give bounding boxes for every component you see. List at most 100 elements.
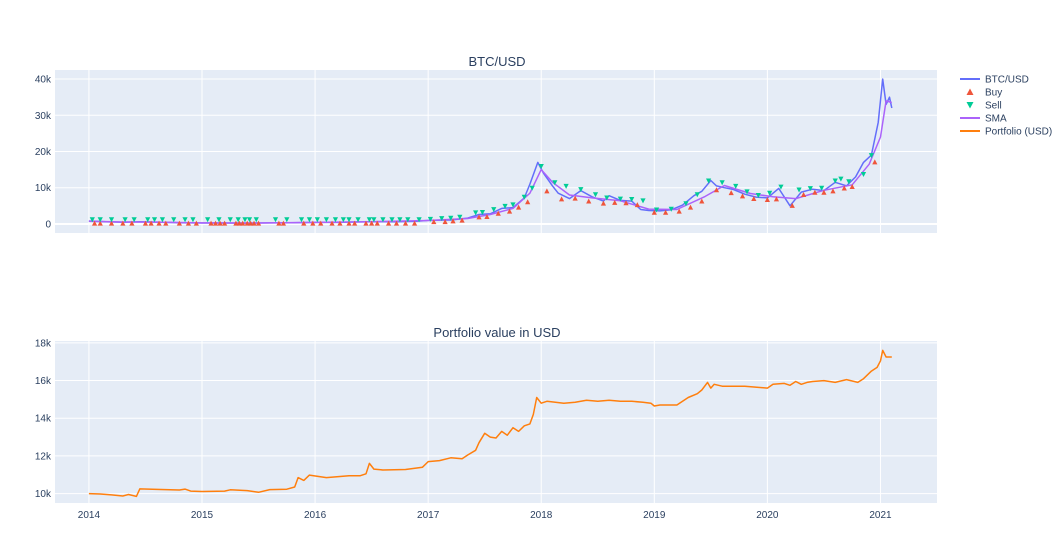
sell-marker: [216, 217, 222, 223]
price-markers: [89, 153, 878, 226]
buy-marker: [212, 220, 219, 226]
sell-marker: [355, 217, 361, 223]
sell-marker: [838, 176, 844, 182]
legend[interactable]: BTC/USD Buy Sell SMA Portfolio (USD): [960, 75, 1052, 138]
buy-marker: [120, 220, 126, 226]
buy-marker: [728, 190, 734, 196]
sell-marker: [668, 206, 674, 212]
sell-marker: [479, 209, 486, 215]
buy-marker: [363, 220, 369, 226]
buy-marker: [208, 220, 214, 226]
sell-marker: [380, 217, 386, 223]
buy-marker: [830, 188, 836, 194]
sell-marker: [122, 217, 128, 223]
sell-marker: [389, 217, 395, 223]
sell-marker: [538, 163, 544, 169]
buy-marker: [129, 220, 135, 226]
buy-marker: [374, 220, 380, 226]
sell-marker: [371, 217, 377, 223]
buy-marker: [217, 220, 223, 226]
sell-marker: [182, 217, 188, 223]
sell-marker: [846, 179, 852, 185]
buy-marker: [431, 219, 437, 225]
buy-marker: [233, 220, 239, 226]
buy-marker: [713, 187, 720, 193]
sell-marker: [159, 217, 166, 223]
buy-marker: [310, 220, 316, 226]
sell-marker: [439, 216, 445, 222]
sell-marker: [89, 217, 95, 223]
buy-marker: [600, 200, 607, 206]
buy-marker: [812, 189, 818, 195]
legend-item-sell[interactable]: Sell: [966, 101, 1002, 112]
buy-marker: [156, 220, 162, 226]
portfolio-x-tick-label: 2014: [78, 510, 101, 521]
portfolio-x-tick-label: 2021: [869, 510, 892, 521]
price-y-tick-label: 0: [45, 219, 51, 230]
price-subplot: 0 10k 20k 30k 40k BTC/USD: [35, 54, 937, 233]
price-y-tick-label: 40k: [35, 75, 52, 86]
portfolio-y-tick-label: 12k: [35, 451, 52, 462]
sell-marker: [502, 203, 508, 209]
buy-marker: [402, 220, 409, 226]
sell-marker: [552, 180, 558, 186]
price-grid: [55, 70, 937, 233]
sell-marker: [272, 217, 279, 223]
sell-marker: [457, 214, 463, 220]
buy-marker: [699, 198, 705, 204]
legend-label-btc-usd: BTC/USD: [985, 75, 1029, 86]
sell-marker: [778, 184, 784, 190]
legend-swatch-buy: [966, 88, 974, 95]
legend-item-sma[interactable]: SMA: [960, 114, 1007, 125]
buy-marker: [193, 220, 199, 226]
portfolio-y-tick-label: 10k: [35, 489, 52, 500]
sell-marker: [235, 217, 241, 223]
buy-marker: [586, 198, 592, 204]
portfolio-x-tick-label: 2018: [530, 510, 553, 521]
buy-marker: [301, 220, 307, 226]
buy-marker: [739, 193, 746, 199]
sell-marker: [640, 198, 646, 204]
sell-marker: [819, 185, 825, 191]
buy-marker: [572, 195, 578, 201]
sell-marker: [521, 194, 527, 200]
legend-item-btc-usd[interactable]: BTC/USD: [960, 75, 1029, 86]
price-series-sma: [88, 100, 893, 224]
buy-marker: [248, 220, 254, 226]
legend-label-portfolio: Portfolio (USD): [985, 127, 1052, 138]
buy-marker: [663, 209, 669, 215]
buy-marker: [280, 220, 287, 226]
buy-marker: [240, 220, 246, 226]
sell-marker: [767, 190, 773, 196]
portfolio-y-tick-label: 16k: [35, 376, 52, 387]
price-y-tick-label: 10k: [35, 183, 52, 194]
buy-marker: [623, 200, 629, 206]
sell-marker: [796, 187, 802, 193]
buy-marker: [676, 208, 682, 214]
legend-swatch-sell: [966, 102, 974, 109]
sell-marker: [323, 217, 329, 223]
sell-marker: [529, 185, 535, 191]
buy-marker: [789, 202, 795, 208]
legend-item-buy[interactable]: Buy: [966, 88, 1003, 99]
sell-marker: [298, 217, 305, 223]
buy-marker: [751, 195, 757, 201]
buy-marker: [525, 199, 531, 205]
buy-marker: [764, 197, 770, 203]
sell-marker: [131, 217, 137, 223]
sell-marker: [227, 217, 233, 223]
sell-marker: [427, 216, 434, 222]
price-y-tick-labels: 0 10k 20k 30k 40k: [35, 75, 52, 231]
sell-marker: [246, 217, 253, 223]
sell-marker: [253, 217, 259, 223]
buy-marker: [484, 214, 490, 220]
sell-marker: [190, 217, 196, 223]
buy-marker: [411, 220, 418, 226]
buy-marker: [821, 189, 827, 195]
buy-marker: [651, 209, 657, 215]
legend-label-sell: Sell: [985, 101, 1002, 112]
buy-marker: [558, 196, 565, 202]
buy-marker: [841, 185, 847, 191]
legend-item-portfolio[interactable]: Portfolio (USD): [960, 127, 1052, 138]
portfolio-y-tick-label: 14k: [35, 414, 52, 425]
